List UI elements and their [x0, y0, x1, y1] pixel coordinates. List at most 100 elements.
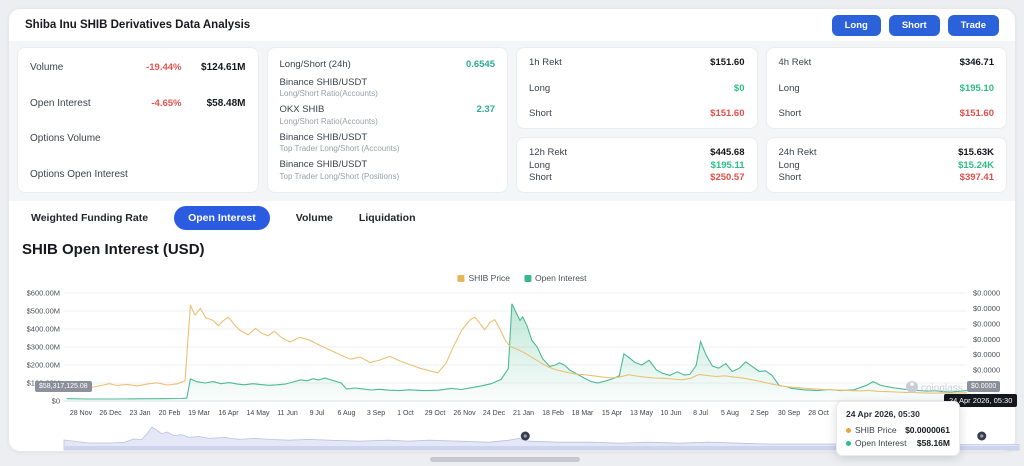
- right-axis-tick: $0.0000: [973, 304, 1000, 313]
- rekt-long-row: Long $15.24K: [779, 160, 995, 171]
- dashboard-card: Shiba Inu SHIB Derivatives Data Analysis…: [8, 8, 1020, 452]
- rekt-short-row: Short $151.60: [779, 108, 995, 119]
- rekt-short-value: $250.57: [710, 172, 745, 183]
- trade-button[interactable]: Trade: [947, 14, 999, 36]
- rekt-total: $445.68: [710, 147, 745, 158]
- navigator-track[interactable]: [64, 446, 1019, 450]
- tab-volume[interactable]: Volume: [295, 212, 333, 224]
- legend-label: Open Interest: [535, 273, 587, 283]
- stat-label: Volume: [30, 62, 64, 73]
- ratio-row: OKX SHIB Long/Short Ratio(Accounts) 2.37: [280, 104, 496, 126]
- ratio-label: Binance SHIB/USDT: [279, 131, 368, 143]
- stat-row-options-volume: Options Volume: [30, 133, 246, 144]
- rekt-short-row: Short $250.57: [529, 172, 745, 183]
- x-axis-tick: 14 May: [247, 410, 270, 417]
- open-interest-area: [64, 303, 967, 401]
- rekt-short-value: $151.60: [710, 108, 745, 119]
- stat-label: Options Volume: [30, 133, 101, 145]
- x-axis-tick: 8 Jul: [693, 410, 708, 417]
- stat-change: -19.44%: [146, 62, 182, 73]
- stat-value: $58.48M: [206, 97, 246, 109]
- x-axis-tick: 11 Jun: [277, 410, 298, 417]
- rekt-short-row: Short $151.60: [529, 108, 745, 119]
- rekt-total: $346.71: [959, 57, 994, 68]
- rekt-short-value: $397.41: [959, 172, 994, 183]
- ratio-value: 0.6545: [465, 59, 495, 70]
- open-interest-chart[interactable]: $600.00M $500.00M $400.00M $300.00M $200.00M…: [9, 241, 1024, 461]
- x-axis-tick: 6 Aug: [338, 410, 356, 417]
- right-axis-tick: $0.0000: [973, 289, 1000, 298]
- x-axis-tick: 18 Mar: [572, 410, 594, 417]
- rekt-long-label: Long: [529, 82, 551, 94]
- rekt-long-value: $0: [733, 82, 745, 94]
- tab-open-interest[interactable]: Open Interest: [174, 206, 270, 230]
- watermark-logo-icon: [906, 381, 918, 393]
- right-axis-tick: $0.0000: [973, 319, 1000, 328]
- legend-item-open-interest[interactable]: Open Interest: [524, 273, 587, 283]
- horizontal-scrollbar[interactable]: [430, 457, 580, 462]
- ratio-row: Binance SHIB/USDT Long/Short Ratio(Accou…: [280, 77, 496, 99]
- rekt-long-row: Long $195.11: [529, 160, 745, 171]
- legend-item-shib-price[interactable]: SHIB Price: [457, 273, 510, 283]
- chart-title: SHIB Open Interest (USD): [22, 241, 205, 258]
- x-axis-tick: 5 Aug: [721, 410, 739, 417]
- rekt-long-row: Long $195.10: [779, 83, 995, 94]
- left-axis-tick: $400.00M: [27, 325, 60, 334]
- stat-label: Open Interest: [30, 97, 91, 109]
- chart-area: SHIB Open Interest (USD) SHIB Price Open…: [9, 241, 1020, 461]
- rekt-short-label: Short: [778, 108, 802, 119]
- x-axis-tick: 2 Sep: [750, 410, 768, 417]
- rekt-total: $151.60: [710, 57, 745, 68]
- tooltip-row-price: SHIB Price $0.0000061: [846, 425, 950, 435]
- x-axis-tick: 9 Jul: [310, 410, 325, 417]
- x-axis-tick: 3 Sep: [367, 410, 385, 417]
- open-interest-line: [66, 303, 968, 400]
- long-button[interactable]: Long: [831, 14, 881, 36]
- stat-row-options-open-interest: Options Open Interest: [30, 169, 246, 180]
- rekt-total: $15.63K: [958, 147, 994, 158]
- ratio-row: Binance SHIB/USDT Top Trader Long/Short …: [280, 132, 496, 154]
- short-button[interactable]: Short: [888, 14, 940, 36]
- ratio-label: Binance SHIB/USDT: [279, 159, 368, 171]
- legend-label: SHIB Price: [468, 273, 511, 283]
- navigator-handle-dot: [980, 434, 984, 438]
- x-axis-tick: 15 Apr: [602, 410, 623, 417]
- rekt-long-value: $195.10: [959, 82, 994, 94]
- tooltip-row-open-interest: Open Interest $58.16M: [846, 438, 950, 448]
- rekt-short-row: Short $397.41: [779, 172, 995, 183]
- stats-section: Volume -19.44% $124.61M Open Interest -4…: [9, 41, 1015, 201]
- x-axis-tick: 18 Feb: [542, 410, 564, 417]
- watermark-text: coinglass: [921, 383, 963, 394]
- rekt-short-label: Short: [778, 172, 802, 183]
- rekt-long-label: Long: [778, 82, 800, 94]
- x-axis-tick: 19 Mar: [188, 410, 210, 417]
- chart-tooltip: 24 Apr 2026, 05:30 SHIB Price $0.0000061…: [836, 401, 960, 456]
- tab-liquidation[interactable]: Liquidation: [358, 212, 416, 224]
- open-interest-swatch-icon: [524, 274, 532, 282]
- rekt-short-value: $151.60: [959, 108, 994, 119]
- ratio-label: Binance SHIB/USDT: [279, 76, 368, 88]
- ratio-sublabel: Top Trader Long/Short (Positions): [279, 172, 400, 181]
- tooltip-label: SHIB Price: [855, 425, 897, 435]
- x-axis-tick: 28 Oct: [808, 410, 829, 417]
- x-axis-tick: 13 May: [630, 410, 653, 417]
- rekt-total-row: 12h Rekt $445.68: [529, 147, 745, 158]
- x-axis-tick: 16 Apr: [218, 410, 239, 417]
- rekt-period: 12h Rekt: [529, 147, 568, 158]
- page-title: Shiba Inu SHIB Derivatives Data Analysis: [25, 19, 251, 31]
- rekt-period: 24h Rekt: [778, 147, 817, 158]
- tab-weighted-funding-rate[interactable]: Weighted Funding Rate: [31, 212, 149, 224]
- rekt-total-row: 1h Rekt $151.60: [529, 57, 745, 68]
- rekt-card-1h: 1h Rekt $151.60 Long $0 Short $151.60: [516, 47, 758, 129]
- price-dot-icon: [846, 427, 851, 433]
- x-axis-tick: 20 Feb: [159, 410, 181, 417]
- stat-label: Options Open Interest: [30, 168, 128, 180]
- price-axis-badge: $0.0000: [967, 381, 1001, 392]
- rekt-long-label: Long: [778, 159, 800, 171]
- right-axis-tick: $0.0000: [973, 335, 1000, 344]
- rekt-long-value: $15.24K: [958, 159, 994, 171]
- watermark-logo-notch: [910, 382, 914, 386]
- left-axis-tick: $200.00M: [27, 361, 60, 370]
- card-header: Shiba Inu SHIB Derivatives Data Analysis…: [9, 9, 1015, 41]
